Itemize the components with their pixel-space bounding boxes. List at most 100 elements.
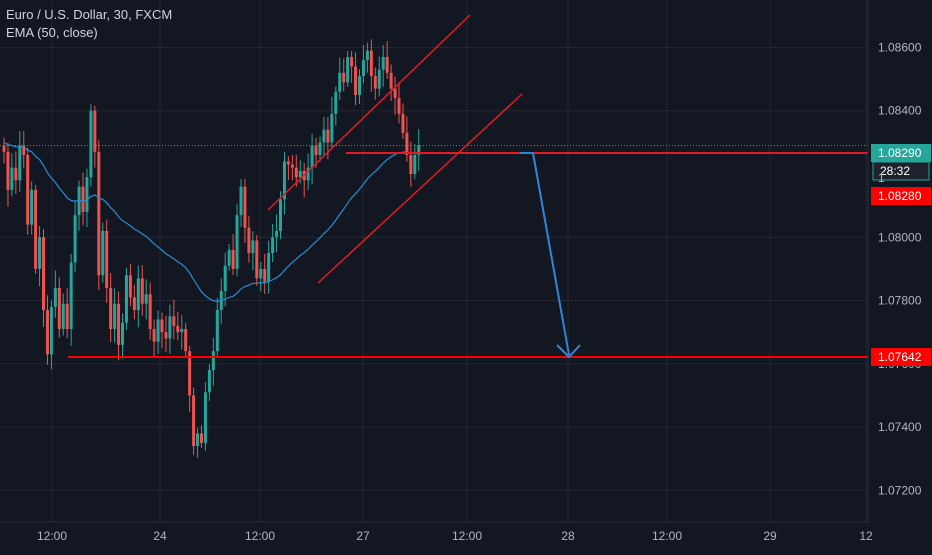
candle-body	[136, 278, 140, 311]
price-tag: 1.08290	[871, 144, 931, 162]
candle-body	[109, 287, 113, 330]
candle-body	[342, 72, 346, 83]
candle-body	[203, 392, 207, 443]
x-tick-label: 27	[356, 529, 370, 543]
candle-body	[188, 351, 192, 396]
x-tick-label: 28	[561, 529, 575, 543]
candle-body	[152, 329, 156, 342]
x-tick-label: 12	[859, 529, 873, 543]
x-tick-label: 12:00	[652, 529, 682, 543]
candle-body	[6, 151, 10, 190]
candle-body	[89, 110, 93, 178]
candle-body	[294, 167, 298, 178]
candle-body	[121, 322, 124, 345]
countdown-tag-text: 28:32	[880, 164, 910, 178]
candle-body	[235, 215, 239, 269]
price-axis[interactable]: 1.086001.084001.080001.078001.076001.074…	[867, 0, 932, 550]
candle-body	[117, 303, 121, 345]
price-tag: 1.08280	[871, 187, 931, 205]
candle-body	[200, 433, 203, 443]
candle-body	[42, 237, 45, 311]
candle-body	[263, 268, 267, 282]
axis-partial-label: 1	[878, 171, 885, 185]
candle-body	[61, 303, 65, 330]
y-tick-label: 1.07800	[878, 294, 922, 308]
x-tick-label: 12:00	[37, 529, 67, 543]
candle-body	[417, 145, 421, 156]
x-tick-label: 29	[763, 529, 777, 543]
candle-body	[26, 155, 30, 225]
y-tick-label: 1.07400	[878, 420, 922, 434]
chart-legend: Euro / U.S. Dollar, 30, FXCM EMA (50, cl…	[6, 6, 172, 42]
candle-body	[358, 75, 361, 95]
candle-body	[168, 316, 172, 339]
projection-arrowhead	[556, 344, 581, 359]
candle-body	[49, 306, 53, 355]
candle-body	[413, 155, 417, 174]
x-tick-label: 12:00	[452, 529, 482, 543]
candle-body	[211, 351, 215, 371]
candle-body	[282, 161, 286, 200]
candle-body	[10, 167, 14, 190]
candle-body	[81, 186, 85, 212]
candle-body	[164, 332, 168, 339]
price-tag-text: 1.08290	[878, 146, 922, 160]
candle-body	[259, 268, 263, 279]
candle-body	[330, 113, 334, 143]
candle-body	[239, 186, 243, 216]
candle-body	[354, 66, 358, 95]
y-tick-label: 1.08600	[878, 40, 922, 54]
price-tag-bg	[871, 144, 931, 162]
candle-body	[389, 72, 393, 89]
price-tag: 1.07642	[871, 348, 931, 366]
candle-body	[132, 297, 136, 311]
candle-body	[18, 145, 22, 181]
candle-body	[326, 129, 330, 143]
candle-body	[172, 316, 176, 326]
x-tick-label: 12:00	[245, 529, 275, 543]
candle-body	[306, 167, 310, 181]
candle-body	[385, 56, 389, 73]
candle-body	[401, 113, 405, 133]
candle-body	[30, 189, 34, 225]
candle-body	[57, 287, 61, 330]
candle-body	[192, 395, 196, 447]
candle-body	[405, 132, 409, 156]
price-tag-bg	[871, 187, 931, 205]
candle-body	[393, 88, 397, 99]
drawings	[68, 14, 868, 359]
candle-body	[334, 91, 338, 114]
candle-body	[318, 142, 322, 156]
candle-body	[124, 275, 128, 323]
candle-body	[267, 253, 271, 282]
candle-body	[14, 167, 18, 181]
channel-upper-line[interactable]	[267, 14, 471, 211]
candle-body	[223, 265, 227, 292]
grid	[0, 0, 868, 522]
candle-body	[314, 145, 318, 156]
candle-body	[128, 275, 132, 298]
symbol-title[interactable]: Euro / U.S. Dollar, 30, FXCM	[6, 7, 173, 22]
y-tick-label: 1.08000	[878, 230, 922, 244]
time-axis[interactable]: 12:00 24 12:00 27 12:00 28 12:00 29 12	[0, 521, 873, 550]
candle-body	[22, 145, 26, 156]
candle-body	[275, 230, 279, 238]
indicator-label[interactable]: EMA (50, close)	[6, 25, 98, 40]
candle-body	[346, 56, 350, 83]
candle-body	[279, 199, 282, 231]
candle-body	[73, 215, 77, 263]
price-tag-text: 1.07642	[878, 350, 922, 364]
projection-arrow[interactable]	[520, 152, 570, 356]
candle-body	[215, 310, 219, 352]
candle-body	[338, 72, 342, 92]
candle-body	[34, 189, 38, 269]
candle-body	[2, 145, 6, 152]
x-tick-label: 24	[153, 529, 167, 543]
channel-lower-line[interactable]	[317, 93, 523, 284]
candle-body	[271, 237, 275, 254]
candle-body	[373, 75, 377, 89]
candle-body	[140, 278, 144, 304]
